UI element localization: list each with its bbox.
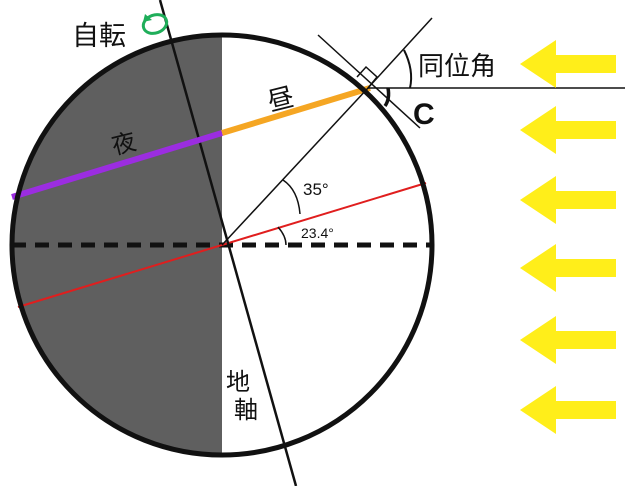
rotation-label: 自転 bbox=[72, 21, 126, 52]
corresponding-angle-arc bbox=[403, 49, 413, 89]
sunlight-arrow-icon bbox=[520, 244, 616, 292]
sunlight-arrow-icon bbox=[520, 176, 616, 224]
day-segment bbox=[221, 85, 371, 136]
angle-23-arc bbox=[277, 226, 287, 246]
night-segment bbox=[11, 130, 223, 200]
right-angle-marker bbox=[356, 65, 379, 89]
angle-23-label: 23.4° bbox=[301, 225, 334, 241]
sunlight-arrow-icon bbox=[520, 316, 616, 364]
zenith-line bbox=[367, 17, 433, 89]
sunlight-arrow-icon bbox=[520, 106, 616, 154]
axis-label-bottom: 軸 bbox=[234, 396, 258, 424]
horizon-tangent bbox=[317, 34, 421, 129]
angle-35-label: 35° bbox=[303, 180, 329, 199]
rotation-arrow-icon bbox=[141, 13, 169, 35]
sunlight-arrows bbox=[520, 40, 616, 434]
sunlight-arrow-icon bbox=[520, 40, 616, 88]
earth-axis bbox=[158, 0, 298, 486]
axis-label-top: 地 bbox=[226, 368, 250, 396]
sunlight-arrow-icon bbox=[520, 386, 616, 434]
corresponding-angle-label: 同位角 bbox=[418, 52, 496, 82]
radius-line bbox=[221, 87, 369, 246]
angle-c-label: C bbox=[413, 98, 435, 131]
earth-outline bbox=[9, 32, 435, 458]
angle-c-arc bbox=[383, 87, 391, 108]
angle-35-arc bbox=[282, 179, 301, 215]
